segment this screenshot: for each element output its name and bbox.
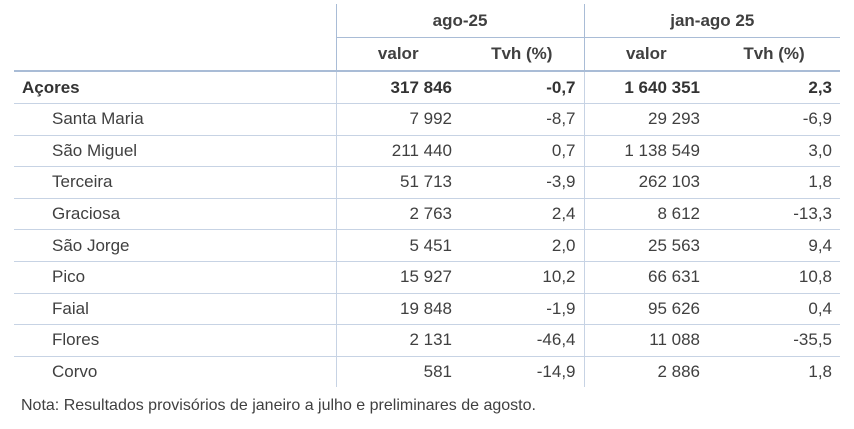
table-row: Pico 15 927 10,2 66 631 10,8 [14, 260, 841, 294]
table-row-total: Açores 317 846 -0,7 1 640 351 2,3 [14, 70, 841, 104]
cell-value-cumulative: 95 626 [583, 292, 709, 325]
header-corner [14, 4, 336, 38]
data-table-container: ago-25 jan-ago 25 valor Tvh (%) valor Tv… [14, 4, 841, 388]
cell-tvh-cumulative: 9,4 [708, 229, 841, 262]
row-name: Corvo [14, 355, 336, 388]
header-period-month: ago-25 [335, 4, 585, 38]
header-col-value-month: valor [335, 37, 460, 71]
table-row: Graciosa 2 763 2,4 8 612 -13,3 [14, 197, 841, 230]
table-row: Terceira 51 713 -3,9 262 103 1,8 [14, 166, 841, 199]
cell-tvh-cumulative: 0,4 [708, 292, 841, 325]
cell-tvh-month: -0,7 [460, 70, 585, 104]
row-name: Pico [14, 260, 336, 294]
cell-value-month: 5 451 [335, 229, 460, 262]
cell-tvh-month: -1,9 [460, 292, 585, 325]
cell-value-month: 317 846 [335, 70, 460, 104]
row-name: São Jorge [14, 229, 336, 262]
table-row: Santa Maria 7 992 -8,7 29 293 -6,9 [14, 103, 841, 136]
header-col-tvh-month: Tvh (%) [460, 37, 585, 71]
cell-value-month: 51 713 [335, 166, 460, 199]
cell-value-cumulative: 29 293 [583, 103, 709, 136]
cell-value-month: 2 131 [335, 324, 460, 357]
row-name: Açores [14, 70, 336, 104]
row-name: Santa Maria [14, 103, 336, 136]
cell-tvh-cumulative: 3,0 [708, 134, 841, 167]
table-row: Faial 19 848 -1,9 95 626 0,4 [14, 292, 841, 325]
cell-value-cumulative: 1 138 549 [583, 134, 709, 167]
cell-tvh-month: 2,4 [460, 197, 585, 230]
row-name: Terceira [14, 166, 336, 199]
cell-value-month: 211 440 [335, 134, 460, 167]
table-row: Flores 2 131 -46,4 11 088 -35,5 [14, 324, 841, 357]
cell-tvh-month: -3,9 [460, 166, 585, 199]
cell-value-month: 19 848 [335, 292, 460, 325]
cell-value-month: 15 927 [335, 260, 460, 294]
cell-tvh-cumulative: -35,5 [708, 324, 841, 357]
footnote: Nota: Resultados provisórios de janeiro … [21, 397, 536, 414]
island-statistics-table: ago-25 jan-ago 25 valor Tvh (%) valor Tv… [14, 4, 841, 388]
header-col-value-cumulative: valor [583, 37, 709, 71]
cell-value-cumulative: 66 631 [583, 260, 709, 294]
cell-value-cumulative: 25 563 [583, 229, 709, 262]
cell-value-month: 7 992 [335, 103, 460, 136]
row-name: Faial [14, 292, 336, 325]
header-period-cumulative: jan-ago 25 [583, 4, 841, 38]
cell-value-month: 581 [335, 355, 460, 388]
cell-tvh-cumulative: 10,8 [708, 260, 841, 294]
cell-tvh-cumulative: 2,3 [708, 70, 841, 104]
cell-value-cumulative: 1 640 351 [583, 70, 709, 104]
cell-tvh-cumulative: -6,9 [708, 103, 841, 136]
cell-value-cumulative: 11 088 [583, 324, 709, 357]
table-row: Corvo 581 -14,9 2 886 1,8 [14, 355, 841, 388]
cell-tvh-month: -8,7 [460, 103, 585, 136]
table-row: São Miguel 211 440 0,7 1 138 549 3,0 [14, 134, 841, 167]
cell-value-cumulative: 262 103 [583, 166, 709, 199]
cell-tvh-month: 2,0 [460, 229, 585, 262]
header-row-periods: ago-25 jan-ago 25 [14, 4, 841, 38]
cell-value-cumulative: 8 612 [583, 197, 709, 230]
row-name: Flores [14, 324, 336, 357]
cell-tvh-month: -46,4 [460, 324, 585, 357]
cell-tvh-cumulative: 1,8 [708, 355, 841, 388]
cell-tvh-month: 10,2 [460, 260, 585, 294]
table-row: São Jorge 5 451 2,0 25 563 9,4 [14, 229, 841, 262]
cell-tvh-cumulative: -13,3 [708, 197, 841, 230]
row-name: Graciosa [14, 197, 336, 230]
cell-tvh-month: -14,9 [460, 355, 585, 388]
header-row-columns: valor Tvh (%) valor Tvh (%) [14, 37, 841, 72]
cell-value-month: 2 763 [335, 197, 460, 230]
cell-value-cumulative: 2 886 [583, 355, 709, 388]
cell-tvh-cumulative: 1,8 [708, 166, 841, 199]
header-col-tvh-cumulative: Tvh (%) [708, 37, 841, 71]
cell-tvh-month: 0,7 [460, 134, 585, 167]
row-name: São Miguel [14, 134, 336, 167]
header-corner-sub [14, 38, 336, 72]
